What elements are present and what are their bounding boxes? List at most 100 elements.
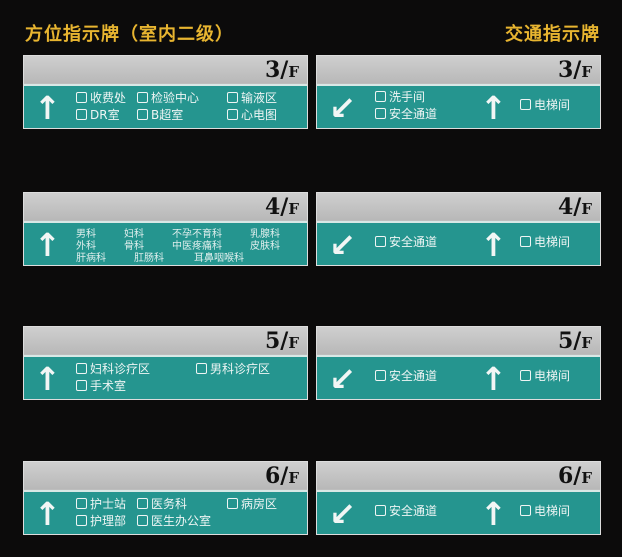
destination-icon xyxy=(137,92,148,103)
destination-icon xyxy=(227,92,238,103)
left-sign-floor-6: 6/F ↑ 护士站 医务科 病房区护理部 医生办公室 xyxy=(23,461,308,535)
floor-band: 4/F xyxy=(24,193,307,220)
destination-item: 医务科 xyxy=(137,497,187,512)
up-arrow-icon: ↑ xyxy=(34,495,61,533)
elevator-item: 电梯间 xyxy=(520,504,570,519)
left-sign-floor-5: 5/F ↑ 妇科诊疗区 男科诊疗区手术室 xyxy=(23,326,308,400)
floor-band: 3/F xyxy=(24,56,307,83)
destination-icon xyxy=(137,515,148,526)
elevator-icon xyxy=(520,505,531,516)
right-sign-floor-3: 3/F ↙ 洗手间 安全通道 ↑ 电梯间 xyxy=(316,55,601,129)
destination-item: 收费处 xyxy=(76,91,126,106)
destination-label: 安全通道 xyxy=(389,504,438,518)
elevator-label: 电梯间 xyxy=(534,504,571,518)
destination-item: 护士站 xyxy=(76,497,126,512)
up-arrow-icon: ↑ xyxy=(480,495,507,533)
destination-label: DR室 xyxy=(90,108,120,122)
destination-icon xyxy=(375,236,386,247)
destination-item: 安全通道 xyxy=(375,504,437,519)
floor-label: 4/F xyxy=(558,193,592,223)
destination-item: 妇科诊疗区 xyxy=(76,362,150,377)
direction-band: ↙ 洗手间 安全通道 ↑ 电梯间 xyxy=(317,84,600,128)
up-arrow-icon: ↑ xyxy=(480,226,507,264)
destination-label: 护士站 xyxy=(90,497,127,511)
department-label: 肝病科 xyxy=(76,253,106,264)
floor-number: 6/ xyxy=(558,463,582,489)
indoor-direction-sign-heading: 方位指示牌（室内二级） xyxy=(25,24,234,45)
floor-label: 6/F xyxy=(265,462,299,492)
floor-label: 5/F xyxy=(265,327,299,357)
direction-band: ↙ 安全通道 ↑ 电梯间 xyxy=(317,221,600,265)
destination-icon xyxy=(227,498,238,509)
floor-suffix: F xyxy=(288,63,299,81)
destination-item: DR室 xyxy=(76,108,120,123)
destination-label: 医生办公室 xyxy=(151,514,212,528)
destination-item: 安全通道 xyxy=(375,235,437,250)
floor-suffix: F xyxy=(288,469,299,487)
elevator-icon xyxy=(520,236,531,247)
destination-item: 男科诊疗区 xyxy=(196,362,270,377)
destination-item: 安全通道 xyxy=(375,369,437,384)
floor-band: 5/F xyxy=(24,327,307,354)
department-label: 中医疼痛科 xyxy=(172,241,222,252)
down-left-arrow-icon: ↙ xyxy=(329,226,356,264)
up-arrow-icon: ↑ xyxy=(480,360,507,398)
destination-item: 病房区 xyxy=(227,497,277,512)
destination-icon xyxy=(196,363,207,374)
destination-label: 病房区 xyxy=(241,497,278,511)
destination-label: 心电图 xyxy=(241,108,278,122)
destination-label: 安全通道 xyxy=(389,107,438,121)
destination-icon xyxy=(137,498,148,509)
floor-number: 3/ xyxy=(558,57,582,83)
destination-icon xyxy=(375,91,386,102)
destination-label: 检验中心 xyxy=(151,91,200,105)
floor-suffix: F xyxy=(288,334,299,352)
floor-band: 6/F xyxy=(24,462,307,489)
department-label: 皮肤科 xyxy=(250,241,280,252)
floor-band: 4/F xyxy=(317,193,600,220)
elevator-item: 电梯间 xyxy=(520,369,570,384)
destination-item: 手术室 xyxy=(76,379,126,394)
floor-number: 3/ xyxy=(265,57,289,83)
right-sign-floor-6: 6/F ↙ 安全通道 ↑ 电梯间 xyxy=(316,461,601,535)
destination-item: 输液区 xyxy=(227,91,277,106)
down-left-arrow-icon: ↙ xyxy=(329,89,356,127)
destination-label: 男科诊疗区 xyxy=(210,362,271,376)
destination-label: 妇科诊疗区 xyxy=(90,362,151,376)
destination-item: B超室 xyxy=(137,108,183,123)
up-arrow-icon: ↑ xyxy=(34,226,61,264)
direction-band: ↑ 护士站 医务科 病房区护理部 医生办公室 xyxy=(24,490,307,534)
destination-icon xyxy=(76,515,87,526)
elevator-item: 电梯间 xyxy=(520,98,570,113)
destination-icon xyxy=(375,108,386,119)
elevator-label: 电梯间 xyxy=(534,98,571,112)
floor-number: 6/ xyxy=(265,463,289,489)
elevator-icon xyxy=(520,99,531,110)
floor-suffix: F xyxy=(581,469,592,487)
destination-item: 洗手间 xyxy=(375,90,425,105)
department-label: 男科 xyxy=(76,229,96,240)
destination-item: 医生办公室 xyxy=(137,514,211,529)
floor-number: 5/ xyxy=(265,328,289,354)
down-left-arrow-icon: ↙ xyxy=(329,360,356,398)
department-label: 不孕不育科 xyxy=(172,229,222,240)
destination-label: 输液区 xyxy=(241,91,278,105)
direction-band: ↑ 收费处 检验中心 输液区 DR室 B超室 心电图 xyxy=(24,84,307,128)
department-label: 骨科 xyxy=(124,241,144,252)
floor-suffix: F xyxy=(581,334,592,352)
department-label: 乳腺科 xyxy=(250,229,280,240)
direction-band: ↙ 安全通道 ↑ 电梯间 xyxy=(317,490,600,534)
right-sign-floor-4: 4/F ↙ 安全通道 ↑ 电梯间 xyxy=(316,192,601,266)
floor-number: 4/ xyxy=(558,194,582,220)
left-sign-floor-3: 3/F ↑ 收费处 检验中心 输液区 DR室 B超室 心电图 xyxy=(23,55,308,129)
elevator-icon xyxy=(520,370,531,381)
department-label: 耳鼻咽喉科 xyxy=(194,253,244,264)
traffic-sign-heading: 交通指示牌 xyxy=(505,24,600,45)
destination-label: 护理部 xyxy=(90,514,127,528)
floor-number: 4/ xyxy=(265,194,289,220)
up-arrow-icon: ↑ xyxy=(34,360,61,398)
destination-item: 检验中心 xyxy=(137,91,199,106)
floor-suffix: F xyxy=(288,200,299,218)
department-label: 妇科 xyxy=(124,229,144,240)
destination-label: 安全通道 xyxy=(389,235,438,249)
